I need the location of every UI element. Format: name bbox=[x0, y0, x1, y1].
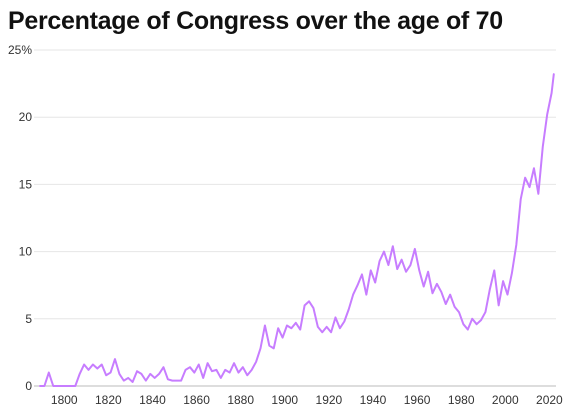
y-tick-label: 25% bbox=[8, 43, 32, 57]
x-tick-label: 2000 bbox=[492, 393, 519, 407]
y-tick-label: 10 bbox=[19, 245, 33, 259]
x-tick-label: 1920 bbox=[316, 393, 343, 407]
y-tick-labels: 0 5 10 15 20 25% bbox=[8, 43, 32, 393]
series-line bbox=[39, 73, 555, 387]
x-tick-label: 2020 bbox=[536, 393, 563, 407]
y-tick-label: 5 bbox=[25, 312, 32, 326]
x-tick-label: 1860 bbox=[183, 393, 210, 407]
y-tick-label: 15 bbox=[19, 177, 33, 191]
x-tick-label: 1840 bbox=[139, 393, 166, 407]
x-tick-label: 1820 bbox=[95, 393, 122, 407]
y-tick-label: 20 bbox=[19, 110, 33, 124]
series-layer bbox=[39, 73, 555, 387]
y-tick-label: 0 bbox=[25, 379, 32, 393]
x-tick-labels: 1800 1820 1840 1860 1880 1900 1920 1940 1960 1980… bbox=[51, 393, 563, 407]
x-tick-label: 1980 bbox=[448, 393, 475, 407]
x-tick-label: 1900 bbox=[271, 393, 298, 407]
chart-title: Percentage of Congress over the age of 7… bbox=[8, 7, 503, 35]
x-tick-label: 1800 bbox=[51, 393, 78, 407]
grid-lines bbox=[34, 49, 556, 387]
x-tick-label: 1960 bbox=[404, 393, 431, 407]
x-tick-label: 1940 bbox=[360, 393, 387, 407]
x-tick-label: 1880 bbox=[227, 393, 254, 407]
